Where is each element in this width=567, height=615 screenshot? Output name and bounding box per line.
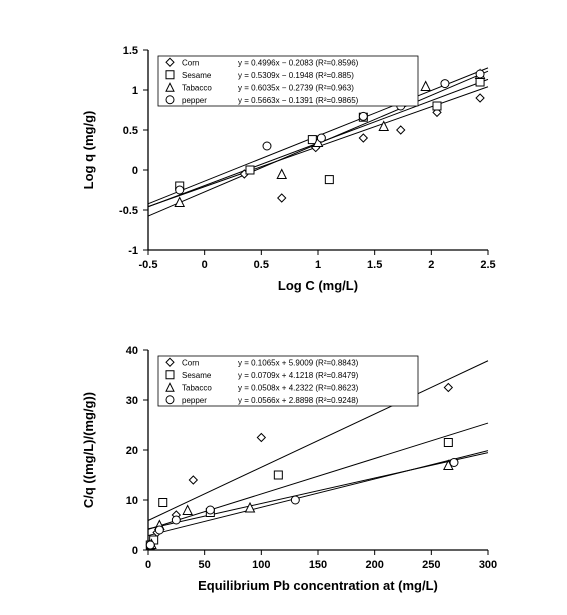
svg-text:0.5: 0.5	[123, 125, 138, 137]
svg-text:0: 0	[145, 559, 151, 571]
svg-text:2.5: 2.5	[480, 259, 495, 271]
svg-text:200: 200	[365, 559, 383, 571]
svg-text:-1: -1	[128, 245, 138, 257]
svg-text:1: 1	[132, 85, 138, 97]
svg-text:2: 2	[428, 259, 434, 271]
svg-text:Tabacco: Tabacco	[182, 383, 212, 392]
svg-text:pepper: pepper	[182, 96, 207, 105]
svg-text:Equilibrium Pb concentration a: Equilibrium Pb concentration at (mg/L)	[198, 578, 438, 593]
svg-text:300: 300	[479, 559, 497, 571]
svg-text:pepper: pepper	[182, 396, 207, 405]
svg-text:0: 0	[132, 165, 138, 177]
svg-text:y = 0.4996x − 0.2083 (R²=0.85: y = 0.4996x − 0.2083 (R²=0.8596)	[238, 58, 359, 67]
svg-text:Sesame: Sesame	[182, 71, 212, 80]
svg-text:-0.5: -0.5	[119, 205, 138, 217]
svg-text:-0.5: -0.5	[139, 259, 158, 271]
svg-text:150: 150	[309, 559, 327, 571]
svg-text:y = 0.6035x − 0.2739 (R²=0.96: y = 0.6035x − 0.2739 (R²=0.963)	[238, 83, 354, 92]
bottom-chart-svg: 0 50 100 150 200 250 300 0 10 20 30 40 Equilibrium P…	[58, 320, 508, 600]
bottom-chart: 0 50 100 150 200 250 300 0 10 20 30 40 Equilibrium P…	[58, 320, 508, 600]
svg-text:y = 0.5309x − 0.1948 (R²=0.88: y = 0.5309x − 0.1948 (R²=0.885)	[238, 71, 354, 80]
svg-text:y = 0.0709x + 4.1218 (R²=0.84: y = 0.0709x + 4.1218 (R²=0.8479)	[238, 371, 359, 380]
svg-text:1: 1	[315, 259, 321, 271]
svg-text:30: 30	[126, 395, 138, 407]
svg-text:50: 50	[199, 559, 211, 571]
svg-text:Sesame: Sesame	[182, 371, 212, 380]
svg-text:y = 0.0508x + 4.2322 (R²=0.86: y = 0.0508x + 4.2322 (R²=0.8623)	[238, 383, 359, 392]
svg-text:20: 20	[126, 445, 138, 457]
svg-text:Log q (mg/g): Log q (mg/g)	[81, 111, 96, 190]
top-chart: -0.500.511.522.5-1-0.500.511.5Log C (mg/…	[58, 20, 508, 300]
svg-text:Corn: Corn	[182, 358, 199, 367]
svg-text:40: 40	[126, 345, 138, 357]
svg-text:C/q ((mg/L)/(mg/g)): C/q ((mg/L)/(mg/g))	[81, 392, 96, 508]
svg-text:1.5: 1.5	[123, 45, 138, 57]
svg-text:1.5: 1.5	[367, 259, 382, 271]
svg-text:y = 0.1065x + 5.9009 (R²=0.88: y = 0.1065x + 5.9009 (R²=0.8843)	[238, 358, 359, 367]
top-chart-svg: -0.500.511.522.5-1-0.500.511.5Log C (mg/…	[58, 20, 508, 300]
svg-text:250: 250	[422, 559, 440, 571]
svg-text:y = 0.0566x + 2.8898 (R²=0.92: y = 0.0566x + 2.8898 (R²=0.9248)	[238, 396, 359, 405]
svg-text:Log C (mg/L): Log C (mg/L)	[278, 278, 358, 293]
svg-text:Corn: Corn	[182, 58, 199, 67]
svg-text:0.5: 0.5	[254, 259, 269, 271]
svg-text:10: 10	[126, 495, 138, 507]
svg-text:0: 0	[132, 545, 138, 557]
svg-text:100: 100	[252, 559, 270, 571]
svg-text:Tabacco: Tabacco	[182, 83, 212, 92]
svg-text:0: 0	[202, 259, 208, 271]
svg-text:y = 0.5663x − 0.1391 (R²=0.98: y = 0.5663x − 0.1391 (R²=0.9865)	[238, 96, 359, 105]
